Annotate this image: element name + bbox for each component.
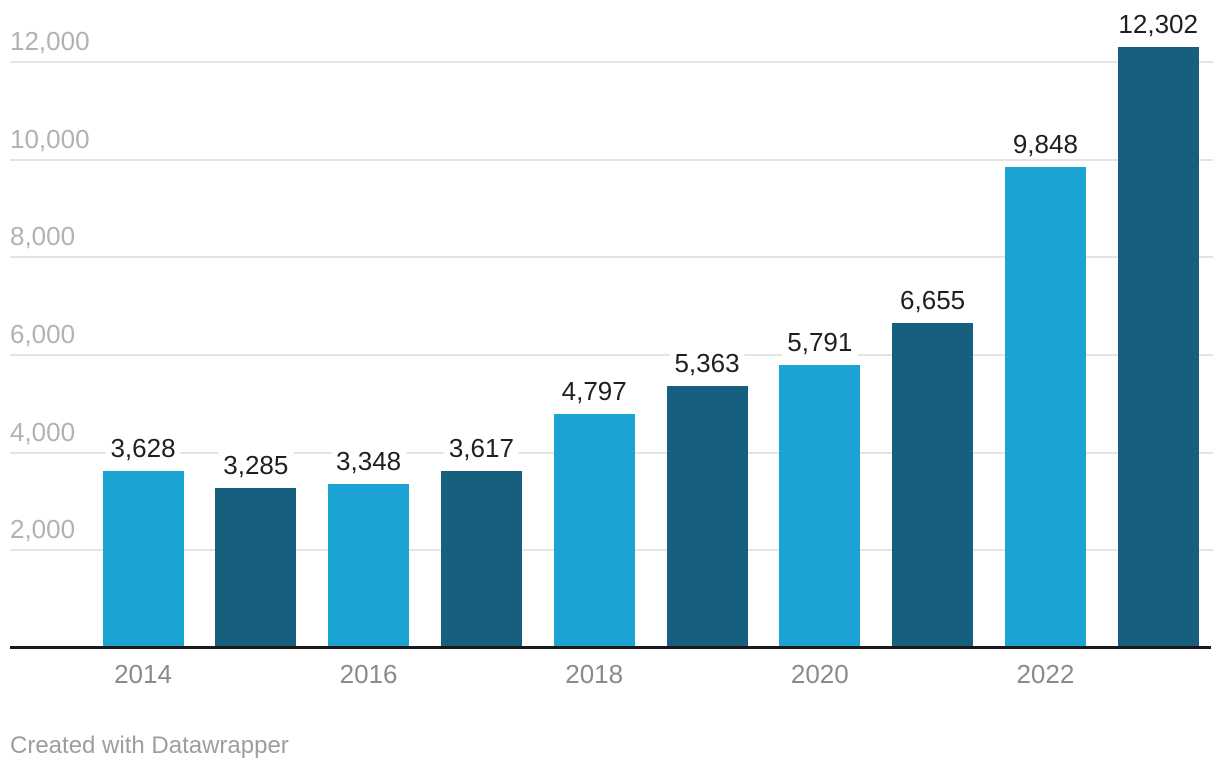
bar-value-text: 4,797: [556, 375, 632, 406]
bar-value-label: 5,363: [669, 348, 745, 379]
attribution-text: Created with Datawrapper: [10, 732, 289, 759]
bar-2022: [1004, 166, 1086, 648]
gridline: [10, 60, 1213, 63]
bar-2021: [892, 322, 974, 648]
gridline: [10, 158, 1213, 161]
bar-value-label: 12,302: [1113, 9, 1203, 40]
bar-value-text: 3,348: [331, 446, 407, 477]
bar-value-text: 3,628: [105, 432, 181, 463]
bar-value-label: 4,797: [556, 375, 632, 406]
bar-value-label: 3,285: [218, 449, 294, 480]
bar-value-label: 3,348: [331, 446, 407, 477]
x-tick-label: 2014: [114, 659, 172, 689]
x-axis-line: [10, 646, 1211, 649]
bar-value-label: 3,617: [443, 433, 519, 464]
x-tick-label: 2020: [790, 659, 849, 689]
bar-value-text: 5,363: [669, 348, 745, 379]
gridline: [10, 256, 1213, 259]
bar-2015: [215, 487, 297, 648]
bar-2019: [666, 386, 748, 648]
y-tick-label: 2,000: [10, 514, 76, 545]
y-tick-label: 6,000: [10, 318, 76, 349]
x-tick-label: 2016: [339, 659, 398, 689]
y-tick-label: 4,000: [10, 416, 76, 447]
bar-value-text: 9,848: [1007, 128, 1083, 159]
bar-2018: [553, 413, 635, 648]
y-tick-label: 12,000: [10, 25, 90, 56]
bar-2016: [328, 484, 410, 648]
bar-2023: [1117, 47, 1199, 648]
bar-value-label: 9,848: [1007, 128, 1083, 159]
x-tick-label: 2018: [565, 659, 624, 689]
bar-2014: [102, 470, 184, 648]
bar-value-text: 5,791: [782, 327, 858, 358]
bar-value-text: 6,655: [895, 284, 971, 315]
x-tick-label: 2022: [1016, 659, 1075, 689]
bar-value-label: 3,628: [105, 432, 181, 463]
bar-value-text: 12,302: [1113, 9, 1203, 40]
bar-2020: [779, 365, 861, 648]
bar-value-label: 6,655: [895, 284, 971, 315]
y-tick-label: 10,000: [10, 123, 90, 154]
gridline: [10, 353, 1213, 356]
y-tick-label: 8,000: [10, 221, 76, 252]
bar-2017: [440, 471, 522, 648]
bar-value-text: 3,617: [443, 433, 519, 464]
bar-value-text: 3,285: [218, 449, 294, 480]
bar-value-label: 5,791: [782, 327, 858, 358]
